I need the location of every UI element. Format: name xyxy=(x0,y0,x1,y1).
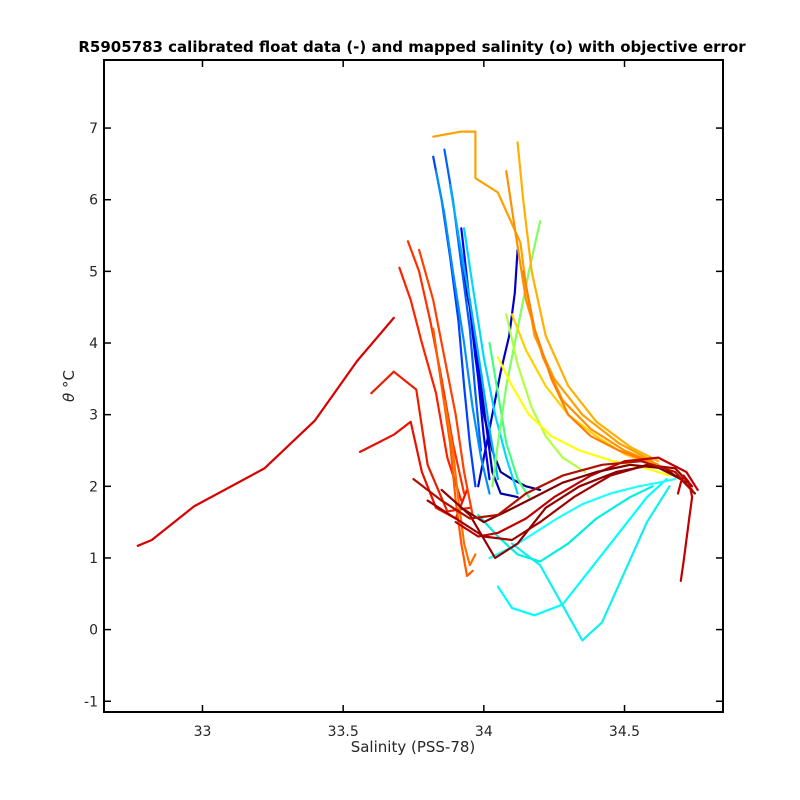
y-axis-ticks: -1 0 1 2 3 4 5 6 7 xyxy=(84,121,723,710)
axes-box xyxy=(103,59,724,713)
series-line-31 xyxy=(454,456,699,538)
series-line-17 xyxy=(463,227,519,495)
series-line-1 xyxy=(136,316,395,547)
series-line-7 xyxy=(432,327,474,578)
series-line-18 xyxy=(496,478,668,617)
y-tick-label: 4 xyxy=(89,336,98,352)
series-line-11 xyxy=(477,248,519,488)
x-tick-label: 34.5 xyxy=(609,724,640,740)
y-tick-label: 1 xyxy=(89,551,98,567)
y-axis-label-symbol: θ xyxy=(60,393,78,402)
y-axis-label-unit: °C xyxy=(60,370,78,388)
series-line-33 xyxy=(440,463,697,560)
series-line-27 xyxy=(432,130,654,463)
series-line-24 xyxy=(505,313,587,474)
y-tick-label: 0 xyxy=(89,623,98,639)
series-line-28 xyxy=(516,141,660,463)
y-tick-label: 2 xyxy=(89,479,98,495)
series-line-35 xyxy=(412,460,694,520)
series-line-15 xyxy=(434,170,491,495)
plot-area xyxy=(103,59,724,713)
series-layer xyxy=(136,130,699,642)
y-tick-label: 6 xyxy=(89,193,98,209)
y-tick-label: 7 xyxy=(89,121,98,137)
y-tick-label: -1 xyxy=(84,694,98,710)
y-tick-label: 5 xyxy=(89,264,98,280)
series-line-3 xyxy=(370,370,471,513)
series-line-6 xyxy=(418,248,474,517)
series-line-30 xyxy=(522,270,649,463)
series-line-16 xyxy=(449,184,499,481)
series-line-12 xyxy=(460,227,491,481)
x-tick-label: 34 xyxy=(475,724,493,740)
y-tick-label: 3 xyxy=(89,408,98,424)
series-line-29 xyxy=(505,170,660,466)
x-tick-label: 33.5 xyxy=(328,724,359,740)
series-line-22 xyxy=(488,341,531,499)
series-line-36 xyxy=(676,474,694,583)
series-line-10 xyxy=(468,298,519,499)
series-line-4 xyxy=(398,266,463,502)
x-axis-ticks: 33 33.5 34 34.5 xyxy=(194,60,640,740)
y-axis-label: θ °C xyxy=(60,370,78,402)
chart-title: R5905783 calibrated float data (-) and m… xyxy=(78,38,746,56)
series-line-34 xyxy=(460,463,688,524)
x-tick-label: 33 xyxy=(194,724,212,740)
series-line-19 xyxy=(510,485,671,642)
x-axis-label: Salinity (PSS-78) xyxy=(351,738,476,756)
